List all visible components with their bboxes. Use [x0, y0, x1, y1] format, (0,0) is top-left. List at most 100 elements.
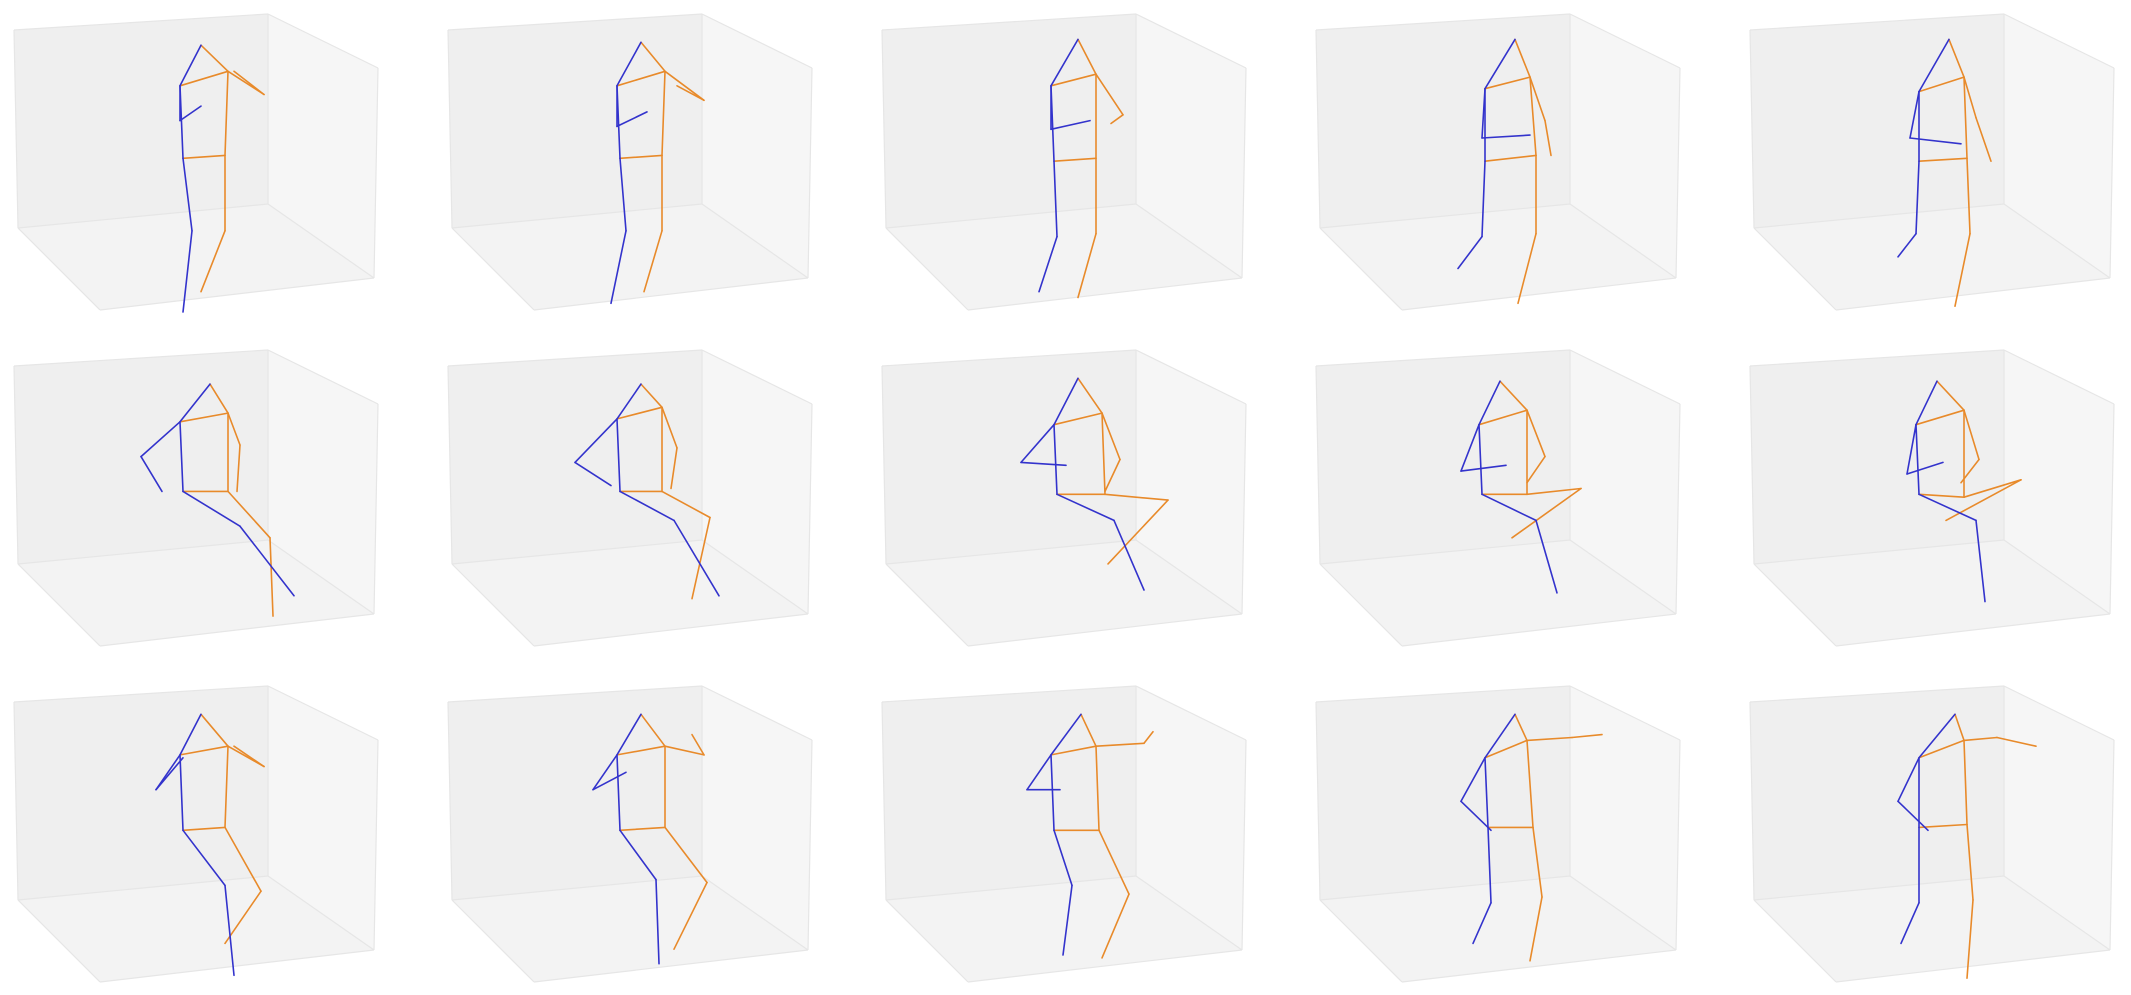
box-edge	[1835, 277, 2111, 311]
bone-left-l_hip-l_knee	[619, 490, 675, 522]
box-edge	[373, 739, 379, 951]
bone-right-r_shoulder-r_hip	[1095, 745, 1100, 832]
bone-left-l_hip-l_knee	[182, 157, 193, 232]
box-back-wall	[1750, 686, 2004, 900]
bone-right-head-r_shoulder	[209, 383, 229, 414]
box-floor	[18, 540, 374, 646]
box-side-wall	[2004, 14, 2114, 278]
box-side-wall	[268, 686, 378, 950]
box-edge	[701, 13, 813, 69]
box-edge	[1569, 203, 1677, 279]
bone-left-head-l_shoulder	[179, 383, 211, 423]
bone-left-head-l_shoulder	[1484, 38, 1516, 90]
bone-left-l_shoulder-l_elbow	[1460, 423, 1480, 472]
bone-left-l_elbow-l_wrist	[1906, 461, 1944, 475]
box-edge	[1749, 685, 2005, 703]
bone-left-head-l_shoulder	[1915, 380, 1938, 426]
bone-left-l_shoulder-l_elbow	[1460, 757, 1486, 803]
bone-left-l_shoulder-l_hip	[1484, 757, 1489, 829]
box-edge	[1569, 875, 1677, 951]
box-edge	[267, 539, 375, 615]
bone-right-r_knee-r_ankle	[1101, 893, 1130, 959]
box-edge	[17, 899, 101, 983]
box-floor	[886, 204, 1242, 310]
box-edge	[1319, 899, 1403, 983]
bone-right-head-r_shoulder	[1499, 380, 1528, 411]
bone-left-l_hip-l_knee	[1053, 829, 1073, 887]
box-edge	[701, 203, 809, 279]
box-side-wall	[1570, 14, 1680, 278]
box-edge	[533, 613, 809, 647]
bone-left-head-l_shoulder	[616, 713, 642, 756]
box-edge	[1319, 227, 1403, 311]
box-edge	[1753, 227, 1837, 311]
bone-left-l_shoulder-l_elbow	[1026, 754, 1052, 791]
box-floor	[18, 876, 374, 982]
bone-right-r_knee-r_ankle	[1966, 899, 1974, 980]
box-edge	[447, 365, 453, 565]
box-edge	[885, 875, 1137, 901]
bone-left-head-l_shoulder	[1918, 38, 1950, 93]
bone-right-r_elbow-r_wrist	[236, 444, 241, 493]
bone-left-l_shoulder-l_hip	[1050, 85, 1055, 162]
box-edge	[13, 349, 269, 367]
box-edge	[881, 685, 1137, 703]
bone-left-l_shoulder-l_hip	[1478, 423, 1483, 496]
box-side-wall	[702, 350, 812, 614]
box-edge	[1753, 539, 2005, 565]
bone-right-r_shoulder-r_hip	[1963, 739, 1968, 826]
box-edge	[267, 13, 379, 69]
box-edge	[1315, 13, 1571, 31]
box-edge	[451, 563, 535, 647]
bone-right-r_knee-r_ankle	[200, 230, 226, 293]
box-edge	[1753, 899, 1837, 983]
bone-left-head-l_shoulder	[1053, 377, 1079, 426]
bone-right-r_hip-r_knee	[1104, 493, 1169, 501]
box-edge	[1401, 949, 1677, 983]
box-edge	[447, 13, 703, 31]
box-edge	[1749, 13, 2005, 31]
box-edge	[1135, 13, 1247, 69]
box-edge	[451, 899, 535, 983]
box-back-wall	[1316, 686, 1570, 900]
box-edge	[17, 875, 269, 901]
bone-right-l_hip-r_hip	[1053, 157, 1097, 162]
bone-right-l_hip-r_hip	[1484, 154, 1537, 162]
box-edge	[447, 349, 703, 367]
box-edge	[267, 875, 375, 951]
bone-right-head-r_shoulder	[1077, 377, 1103, 414]
bone-left-l_hip-l_knee	[619, 829, 657, 881]
bone-right-r_elbow-r_wrist	[1110, 114, 1124, 125]
box-edge	[881, 13, 1137, 31]
box-edge	[2003, 875, 2111, 951]
box-edge	[967, 277, 1243, 311]
bone-right-head-r_shoulder	[1936, 380, 1965, 411]
box-edge	[2109, 67, 2115, 279]
bone-right-r_hip-r_knee	[1966, 823, 1974, 901]
box-edge	[373, 67, 379, 279]
bone-right-r_knee-r_ankle	[1077, 232, 1097, 299]
bone-right-r_elbow-r_wrist	[233, 745, 265, 768]
bone-left-l_shoulder-l_elbow	[1020, 423, 1055, 464]
bone-left-l_elbow-l_wrist	[616, 111, 648, 128]
box-floor	[1320, 204, 1676, 310]
box-edge	[1835, 613, 2111, 647]
bone-left-l_knee-l_ankle	[673, 519, 720, 597]
bone-right-l_shoulder-r_shoulder	[1915, 409, 1965, 426]
box-edge	[1749, 349, 2005, 367]
box-edge	[881, 349, 1137, 367]
box-back-wall	[882, 350, 1136, 564]
bone-right-r_hip-r_knee	[224, 826, 262, 892]
bone-left-l_knee-l_ankle	[610, 230, 627, 305]
box-side-wall	[1136, 350, 1246, 614]
pose-panel-r3c3	[881, 685, 1247, 983]
bone-left-head-l_shoulder	[616, 41, 642, 87]
box-edge	[1241, 67, 1247, 279]
box-edge	[1319, 875, 1571, 901]
box-back-wall	[1316, 350, 1570, 564]
bone-left-l_knee-l_ankle	[655, 878, 660, 965]
box-edge	[1749, 701, 1755, 901]
bone-right-r_elbow-r_wrist	[1544, 119, 1552, 157]
bone-left-head-l_shoulder	[1050, 38, 1079, 87]
bone-right-r_hip-r_knee	[1966, 157, 1971, 235]
